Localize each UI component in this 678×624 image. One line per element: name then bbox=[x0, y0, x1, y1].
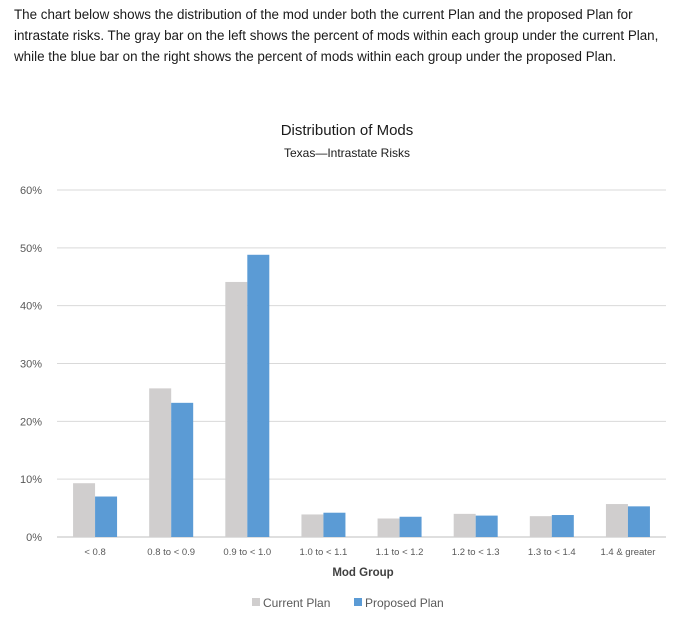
category-label: 0.8 to < 0.9 bbox=[147, 547, 195, 558]
category-label: 1.4 & greater bbox=[600, 547, 655, 558]
bar-proposed bbox=[475, 515, 498, 537]
category-label: 1.0 to < 1.1 bbox=[300, 547, 348, 558]
y-tick-label: 30% bbox=[20, 359, 42, 371]
chart-title: Distribution of Mods bbox=[281, 122, 414, 139]
bar-current bbox=[301, 514, 324, 537]
bar-proposed bbox=[323, 512, 346, 537]
y-tick-label: 40% bbox=[20, 301, 42, 313]
category-label: 1.1 to < 1.2 bbox=[376, 547, 424, 558]
category-label: 1.2 to < 1.3 bbox=[452, 547, 500, 558]
category-label: < 0.8 bbox=[84, 547, 105, 558]
legend-label: Proposed Plan bbox=[365, 596, 444, 610]
gridlines bbox=[57, 189, 666, 538]
bar-current bbox=[149, 388, 172, 537]
bar-current bbox=[453, 513, 476, 537]
bar-current bbox=[73, 483, 96, 537]
legend-label: Current Plan bbox=[263, 596, 330, 610]
legend-swatch bbox=[252, 598, 260, 606]
category-label: 0.9 to < 1.0 bbox=[223, 547, 271, 558]
bar-proposed bbox=[551, 515, 574, 537]
bar-current bbox=[529, 516, 552, 537]
y-tick-label: 0% bbox=[26, 532, 42, 544]
y-axis-tick-labels: 0% 10% 20% 30% 40% 50% 60% bbox=[20, 185, 42, 544]
y-tick-label: 10% bbox=[20, 474, 42, 486]
bars bbox=[73, 254, 650, 538]
bar-proposed bbox=[171, 402, 194, 537]
bar-current bbox=[377, 518, 400, 537]
bar-proposed bbox=[247, 254, 270, 538]
legend: Current Plan Proposed Plan bbox=[252, 596, 444, 610]
y-tick-label: 60% bbox=[20, 185, 42, 197]
bar-proposed bbox=[95, 496, 118, 537]
intro-paragraph: The chart below shows the distribution o… bbox=[14, 7, 659, 64]
bar-current bbox=[605, 504, 628, 537]
legend-swatch bbox=[354, 598, 362, 606]
bar-proposed bbox=[627, 506, 650, 537]
x-axis-category-labels: < 0.8 0.8 to < 0.9 0.9 to < 1.0 1.0 to < 1.… bbox=[84, 547, 655, 558]
x-axis-title: Mod Group bbox=[332, 567, 393, 579]
y-tick-label: 20% bbox=[20, 416, 42, 428]
chart-subtitle: Texas—Intrastate Risks bbox=[284, 146, 410, 160]
y-tick-label: 50% bbox=[20, 243, 42, 255]
bar-current bbox=[225, 281, 248, 537]
category-label: 1.3 to < 1.4 bbox=[528, 547, 576, 558]
bar-proposed bbox=[399, 516, 422, 537]
